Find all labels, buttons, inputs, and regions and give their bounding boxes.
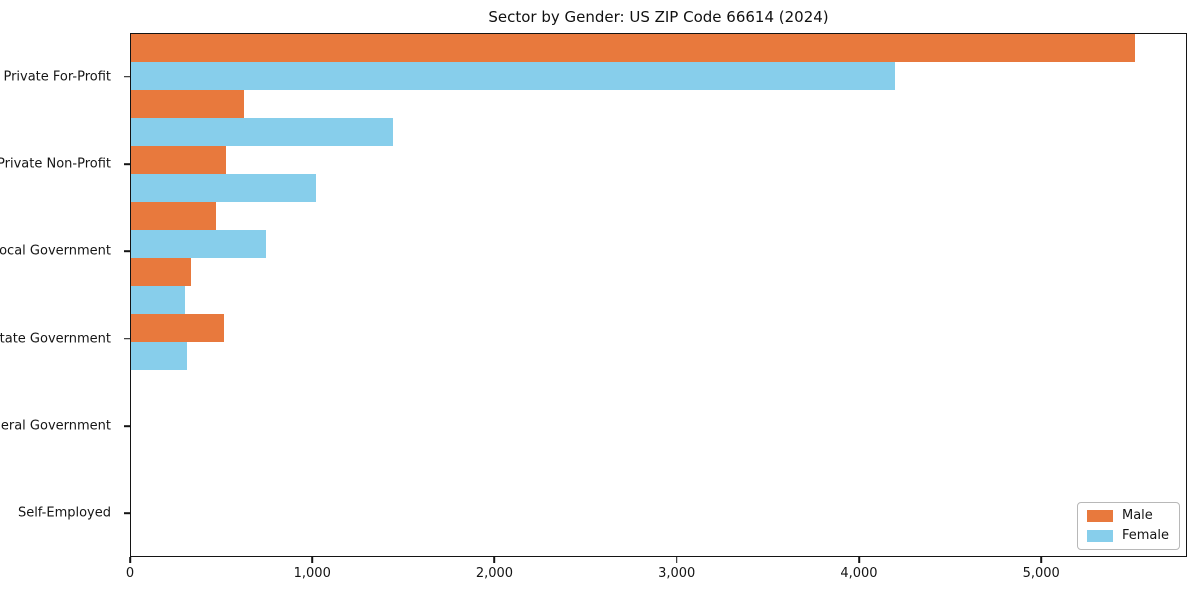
x-tick-mark: [129, 557, 131, 563]
y-tick-label: State Government: [0, 331, 111, 347]
plot-area: Male Female: [130, 33, 1187, 557]
legend-label: Female: [1121, 528, 1169, 543]
bar-female: [131, 342, 188, 370]
bar-female: [131, 118, 393, 146]
x-tick-mark: [1040, 557, 1042, 563]
y-axis-labels: Private For-Profit Private Non-Profit Loca…: [0, 33, 121, 557]
x-tick-mark: [493, 557, 496, 563]
bar-group: [131, 258, 1186, 314]
y-tick-label: Private Non-Profit: [0, 156, 111, 172]
bar-male: [131, 202, 217, 230]
x-tick-mark: [311, 557, 314, 563]
bar-female: [131, 174, 316, 202]
legend-item-male: Male: [1086, 508, 1169, 523]
y-tick-mark: [124, 425, 130, 427]
bar-male: [131, 34, 1136, 62]
bar-group: [131, 314, 1186, 370]
bar-female: [131, 286, 185, 314]
y-tick-mark: [124, 250, 130, 253]
bar-male: [131, 258, 192, 286]
x-tick-mark: [675, 557, 678, 563]
bar-male: [131, 314, 224, 342]
legend-swatch-male: [1086, 510, 1113, 522]
y-tick-label: Federal Government: [0, 418, 111, 434]
x-tick-label: 0: [125, 566, 135, 581]
bar-group: [131, 146, 1186, 202]
bar-group: [131, 202, 1186, 258]
chart-title: Sector by Gender: US ZIP Code 66614 (202…: [488, 8, 829, 26]
legend: Male Female: [1076, 502, 1180, 550]
bar-female: [131, 230, 266, 258]
bar-group: [131, 34, 1186, 90]
legend-item-female: Female: [1086, 528, 1169, 543]
x-tick-label: 1,000: [293, 566, 331, 581]
bar-male: [131, 146, 226, 174]
y-tick-label: Local Government: [0, 243, 111, 259]
y-tick-mark: [124, 512, 130, 515]
x-tick-label: 3,000: [658, 566, 696, 581]
x-tick-label: 2,000: [475, 566, 514, 581]
x-tick-mark: [858, 557, 860, 563]
y-tick-mark: [124, 75, 130, 78]
y-tick-mark: [124, 163, 130, 165]
x-tick-label: 5,000: [1022, 566, 1060, 581]
bar-male: [131, 90, 244, 118]
x-tick-label: 4,000: [840, 566, 878, 581]
legend-swatch-female: [1086, 530, 1113, 542]
bar-series-container: [131, 34, 1186, 370]
bar-group: [131, 90, 1186, 146]
legend-label: Male: [1121, 508, 1153, 523]
y-tick-label: Self-Employed: [17, 505, 111, 521]
y-tick-label: Private For-Profit: [3, 69, 111, 85]
y-tick-mark: [124, 337, 130, 340]
bar-female: [131, 62, 895, 90]
